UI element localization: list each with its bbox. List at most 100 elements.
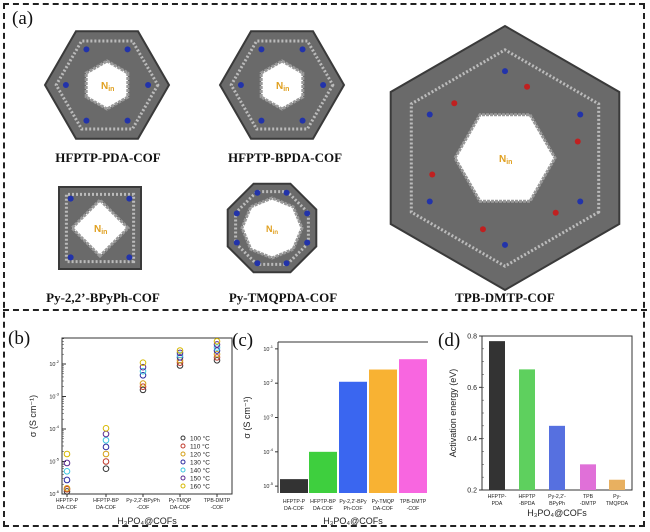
y-tick-exponent: -2	[55, 359, 59, 364]
nitrogen-atom	[233, 239, 240, 246]
x-axis-label-c: H₃PO₄@COFs	[323, 516, 383, 526]
bar	[519, 369, 535, 490]
data-point	[213, 344, 221, 351]
legend-label: 160 °C	[190, 483, 210, 491]
y-tick-label-c: 10-5	[263, 481, 273, 490]
bar	[489, 341, 505, 490]
data-point	[63, 488, 71, 495]
data-point	[213, 341, 221, 348]
x-tick-label-b: Py-TMQP	[169, 498, 192, 504]
nitrogen-atom	[283, 189, 290, 196]
x-tick-label-c: Ph-COF	[343, 506, 362, 512]
nitrogen-atom	[299, 117, 306, 124]
y-tick-exponent: -3	[55, 392, 59, 397]
pore-label-subscript: in	[273, 229, 279, 236]
figure-border	[3, 3, 645, 527]
framework-hydrogens	[64, 192, 136, 264]
y-tick-exponent: -5	[269, 481, 273, 486]
y-tick-label-b: 10-6	[49, 489, 59, 498]
legend-marker	[180, 467, 186, 473]
nitrogen-atom	[67, 195, 74, 202]
y-tick-exponent: -5	[55, 457, 59, 462]
framework-hydrogens	[409, 48, 601, 268]
bar	[399, 359, 427, 493]
y-tick-exponent: -2	[269, 378, 273, 383]
data-point	[139, 363, 147, 371]
y-tick-exponent: -4	[269, 447, 273, 452]
nitrogen-atom	[577, 111, 584, 118]
x-tick-label-d: TPB	[583, 494, 594, 500]
nitrogen-atom	[304, 210, 311, 217]
bar	[339, 381, 367, 493]
y-axis-label-b: σ (S cm⁻¹)	[28, 395, 38, 437]
pore	[453, 113, 557, 203]
nitrogen-atom	[124, 46, 131, 53]
data-point	[139, 371, 147, 379]
nitrogen-atom	[502, 241, 508, 248]
y-tick-exponent: -4	[55, 424, 59, 429]
x-tick-label-d: PDA	[492, 501, 503, 507]
nitrogen-atom	[62, 82, 69, 88]
legend-label: 130 °C	[190, 459, 210, 467]
nitrogen-atom	[426, 111, 433, 118]
x-tick-label-b: DA-COF	[96, 505, 116, 511]
y-tick-exponent: -1	[269, 344, 273, 349]
data-point	[139, 380, 147, 387]
y-tick-label-d: 0.4	[467, 436, 477, 443]
x-tick-label-b: -COF	[137, 505, 150, 511]
pore	[259, 59, 305, 111]
nitrogen-atom	[126, 195, 133, 202]
data-point	[176, 351, 184, 359]
y-tick-label-b: 10-2	[49, 359, 59, 368]
data-point	[139, 383, 147, 391]
y-tick-label-b: 10-4	[49, 424, 59, 433]
nitrogen-atom	[258, 46, 265, 53]
x-tick-label-c: HFPTP-BP	[310, 499, 336, 505]
data-point	[176, 354, 184, 361]
framework-hydrogens	[229, 39, 335, 131]
y-tick-exponent: -6	[55, 489, 59, 494]
x-tick-label-b: HFPTP-P	[56, 498, 79, 504]
data-point	[102, 436, 110, 444]
oxygen-atom	[574, 138, 581, 145]
data-point	[102, 465, 110, 473]
oxygen-atom	[451, 100, 458, 107]
x-tick-label-c: DA-COF	[284, 506, 304, 512]
y-tick-label-b: 10-5	[49, 457, 59, 466]
legend-marker	[180, 475, 186, 481]
legend-marker	[180, 443, 186, 449]
x-tick-label-d: Py-2,2'-	[548, 494, 566, 500]
legend-label: 120 °C	[190, 451, 210, 459]
legend-label: 150 °C	[190, 475, 210, 483]
data-point	[213, 337, 221, 345]
y-tick-label-c: 10-3	[263, 413, 273, 422]
data-point	[102, 425, 110, 432]
legend-marker	[180, 451, 186, 457]
oxygen-atom	[479, 226, 486, 233]
nitrogen-atom	[426, 198, 433, 205]
x-tick-label-d: Py-	[613, 494, 621, 500]
legend-marker	[180, 435, 186, 441]
x-tick-label-d: TMQPDA	[606, 501, 629, 507]
x-tick-label-c: HFPTP-P	[283, 499, 306, 505]
data-point	[139, 386, 147, 394]
x-tick-label-c: Py-2,2'-BPy	[339, 499, 367, 505]
data-point	[63, 467, 71, 475]
x-tick-label-d: -BPDA	[519, 501, 535, 507]
bar	[580, 464, 596, 490]
panel-label-a: (a)	[12, 8, 34, 29]
cof-structure-3: Nin	[226, 182, 318, 274]
data-point	[213, 350, 221, 358]
pore-label-subscript: in	[283, 86, 289, 93]
cof-structure-1: Nin	[218, 30, 346, 140]
structure-label: Py-TMQPDA-COF	[228, 290, 338, 305]
nitrogen-atom	[83, 46, 90, 53]
data-point	[63, 484, 71, 492]
pore-label-subscript: in	[101, 229, 107, 236]
x-tick-label-b: DA-COF	[170, 505, 190, 511]
nitrogen-atom	[502, 68, 508, 75]
legend-label: 100 °C	[190, 435, 210, 443]
data-point	[176, 347, 184, 354]
x-tick-label-b: HFPTP-BP	[93, 498, 119, 504]
